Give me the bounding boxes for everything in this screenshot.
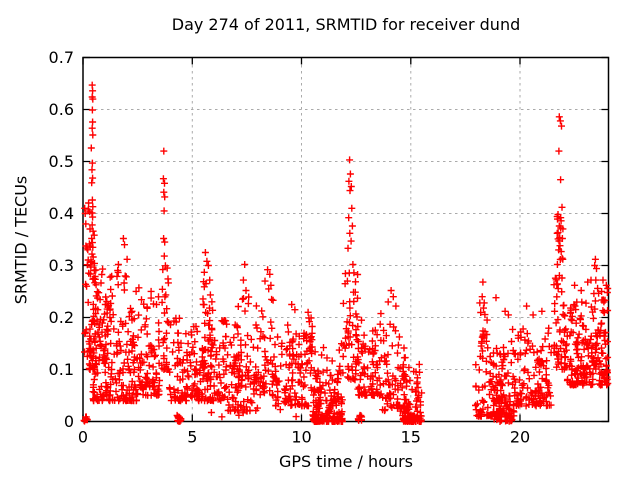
x-tick-label: 5: [187, 428, 197, 447]
scatter-points: [80, 81, 612, 425]
grid-lines: [83, 57, 609, 422]
y-tick-label: 0.7: [49, 48, 74, 67]
y-tick-label: 0: [64, 412, 74, 431]
x-tick-label: 15: [401, 428, 421, 447]
tick-labels: 0 5 10 15 20 0 0.1 0.2 0.3 0.4 0.5 0.6 0.7: [49, 48, 531, 447]
y-tick-label: 0.3: [49, 256, 74, 275]
x-tick-label: 10: [291, 428, 311, 447]
x-tick-label: 0: [78, 428, 88, 447]
y-tick-label: 0.1: [49, 360, 74, 379]
y-tick-label: 0.2: [49, 308, 74, 327]
x-tick-label: 20: [510, 428, 530, 447]
chart-title: Day 274 of 2011, SRMTID for receiver dun…: [171, 15, 521, 34]
y-axis-label: SRMTID / TECUs: [11, 175, 31, 305]
y-tick-label: 0.6: [49, 100, 74, 119]
y-tick-label: 0.4: [49, 204, 74, 223]
y-tick-label: 0.5: [49, 152, 74, 171]
x-axis-label: GPS time / hours: [279, 452, 413, 471]
